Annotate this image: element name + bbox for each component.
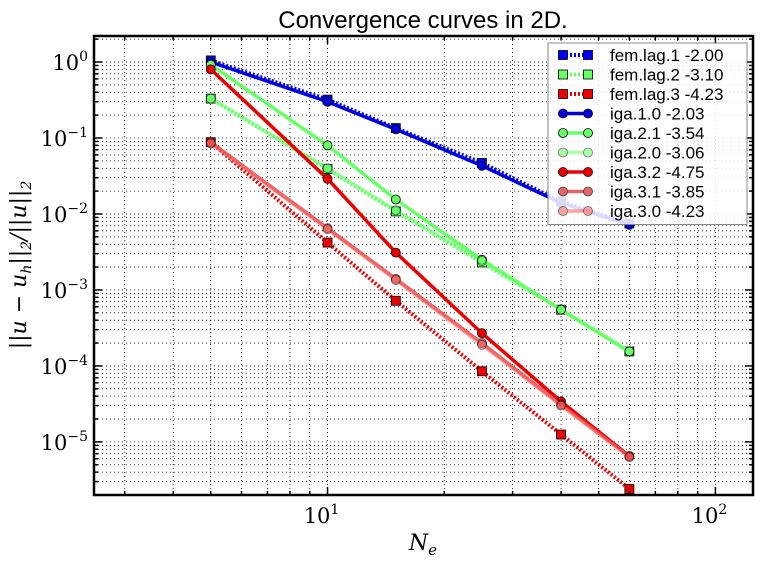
series-line	[209, 97, 631, 353]
legend-label: iga.3.2 -4.75	[610, 163, 705, 182]
series-line	[209, 140, 631, 491]
y-tick-label: 10−2	[41, 201, 88, 227]
legend-marker	[583, 50, 593, 60]
legend-marker	[558, 108, 568, 119]
legend-box	[547, 42, 748, 225]
legend-entry	[558, 206, 593, 216]
legend-label: iga.3.1 -3.85	[610, 183, 705, 202]
data-point	[476, 366, 487, 377]
legend-entry	[558, 108, 593, 119]
legend-entry	[558, 167, 593, 177]
plot-frame	[92, 34, 755, 497]
legend-marker	[583, 69, 593, 80]
data-point	[476, 339, 487, 350]
legend-marker	[558, 147, 568, 158]
legend-label: fem.lag.1 -2.00	[610, 46, 723, 65]
series	[205, 138, 635, 463]
legend-marker	[583, 108, 593, 119]
legend-marker	[558, 186, 568, 197]
data-point	[390, 194, 401, 205]
legend-marker	[558, 128, 568, 138]
legend-label: iga.2.0 -3.06	[610, 144, 705, 163]
data-point	[322, 173, 333, 184]
legend-marker	[583, 147, 593, 158]
x-axis-label: Ne	[408, 531, 437, 559]
series-line	[209, 141, 631, 459]
data-point	[390, 124, 401, 135]
legend-entry	[558, 147, 593, 158]
data-point	[322, 224, 333, 235]
series	[205, 93, 635, 357]
legend-marker	[558, 89, 568, 99]
data-point	[205, 64, 216, 75]
x-tick-label: 102	[692, 502, 728, 528]
data-point	[476, 160, 487, 171]
data-point	[322, 96, 333, 107]
chart-title: Convergence curves in 2D.	[278, 7, 567, 34]
legend-label: iga.3.0 -4.23	[610, 202, 705, 221]
legend-marker	[558, 167, 568, 177]
data-point	[476, 328, 487, 339]
legend-marker	[583, 186, 593, 197]
legend-marker	[583, 167, 593, 177]
data-point	[390, 205, 401, 216]
legend-entry	[558, 186, 593, 197]
legend-marker	[583, 128, 593, 138]
legend-entry	[558, 128, 593, 138]
series-line	[209, 68, 631, 458]
data-point	[205, 138, 216, 149]
legend-label: fem.lag.3 -4.23	[610, 85, 723, 104]
legend-entry	[558, 89, 593, 99]
data-point	[624, 452, 635, 463]
legend-label: iga.2.1 -3.54	[610, 124, 705, 143]
data-point	[390, 295, 401, 306]
legend-entry	[558, 50, 593, 60]
x-tick-label: 101	[304, 502, 340, 528]
svg-text:||u − uh||2/||u||2: ||u − uh||2/||u||2	[7, 181, 35, 350]
legend-marker	[583, 89, 593, 99]
legend-marker	[583, 206, 593, 216]
legend-entry	[558, 69, 593, 80]
legend-label: fem.lag.2 -3.10	[610, 66, 723, 85]
data-point	[556, 400, 566, 411]
y-tick-label: 10−3	[41, 277, 88, 303]
data-point	[205, 93, 216, 104]
data-point	[390, 275, 401, 285]
y-tick-label: 10−5	[41, 429, 88, 455]
data-point	[322, 237, 333, 248]
y-tick-label: 100	[52, 49, 88, 75]
legend-label: iga.1.0 -2.03	[610, 105, 705, 124]
data-point	[556, 304, 566, 315]
y-tick-label: 10−4	[41, 353, 88, 379]
data-point	[624, 346, 635, 357]
data-point	[322, 140, 333, 151]
y-axis-label: ||u − uh||2/||u||2	[7, 181, 35, 350]
data-point	[390, 247, 401, 258]
data-point	[476, 256, 487, 266]
legend-marker	[558, 69, 568, 80]
data-point	[556, 429, 566, 440]
y-tick-label: 10−1	[41, 125, 88, 151]
legend-marker	[558, 50, 568, 60]
data-point	[322, 163, 333, 174]
legend-marker	[558, 206, 568, 216]
axis-ticks: 101 102 100 10−1 10−2 10−3 10−4 10−5	[41, 36, 753, 528]
